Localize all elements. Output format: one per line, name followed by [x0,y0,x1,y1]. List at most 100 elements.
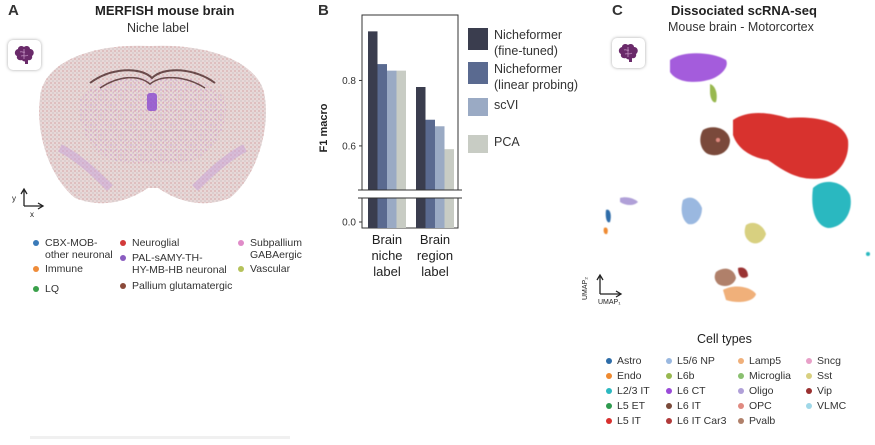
legend-item-pallium: Pallium glutamatergic [120,280,232,292]
legend-swatch [120,240,126,246]
legend-label: Pallium glutamatergic [132,280,233,292]
axis-break-gap [358,190,462,198]
category-label: Brain [420,232,450,247]
cell-type-swatch [806,358,812,364]
cluster-l56-np [681,197,702,225]
cell-type-swatch [738,418,744,424]
legend-item-immune: Immune [33,263,83,275]
cell-type-label: Microglia [749,370,792,382]
panel-c-letter: C [612,2,623,19]
cell-type-label: Sncg [817,355,841,367]
cell-type-swatch [738,358,744,364]
cell-type-l6-ct: L6 CT [666,385,706,397]
cell-type-swatch [666,388,672,394]
cell-type-pvalb: Pvalb [738,415,775,427]
cell-type-l6b: L6b [666,370,695,382]
cell-type-label: Sst [817,370,833,382]
panel-a-title: MERFISH mouse brain [95,3,235,18]
legend-label-1: Nicheformer [494,62,562,76]
legend-swatch [120,283,126,289]
category-label: label [421,264,449,279]
cell-type-swatch [666,358,672,364]
cell-type-label: L5 ET [617,400,646,412]
cell-type-label: Oligo [749,385,774,397]
legend-label-3: PCA [494,135,520,149]
bar-1-2 [435,126,445,228]
panel-c-subtitle: Mouse brain - Motorcortex [668,20,814,34]
cell-type-swatch [806,403,812,409]
cell-type-vip: Vip [806,385,832,397]
cell-type-oligo: Oligo [738,385,774,397]
legend-item-neuroglial: Neuroglial [120,237,179,249]
cell-type-l5-it: L5 IT [606,415,641,427]
cell-type-lamp5: Lamp5 [738,355,781,367]
axis-y-label: y [12,194,16,203]
legend-swatch-0 [468,28,488,50]
cell-type-label: L6 CT [677,385,706,397]
legend-item-cbx-mob: CBX-MOB- other neuronal [33,237,113,261]
cell-type-l2-3-it: L2/3 IT [606,385,650,397]
cell-type-swatch [666,403,672,409]
legend-swatch [238,266,244,272]
cell-type-swatch [806,388,812,394]
cell-type-l5-et: L5 ET [606,400,645,412]
bar-1-0 [416,87,426,228]
bar-1-1 [425,119,435,228]
cell-type-vlmc: VLMC [806,400,846,412]
legend-item-subpallium: Subpallium GABAergic [238,237,302,261]
category-label: label [373,264,401,279]
cell-type-swatch [738,373,744,379]
bar-0-2 [387,70,397,229]
brain-icon [8,40,41,70]
cell-type-swatch [606,418,612,424]
panel-b-letter: B [318,2,329,19]
cell-type-label: VLMC [817,400,847,412]
bar-0-3 [396,70,406,229]
cell-type-swatch [606,388,612,394]
umap-axis-indicator [596,273,623,298]
cell-type-swatch [606,373,612,379]
cluster-endo [603,227,608,235]
cell-type-swatch [806,373,812,379]
bar-1-3 [444,149,454,228]
cluster-l6-it [700,127,730,156]
legend-label: Vascular [250,263,291,275]
legend-label-0: Nicheformer [494,28,562,42]
legend-label: Immune [45,263,83,275]
cell-type-opc: OPC [738,400,772,412]
legend-item-lq: LQ [33,283,59,295]
umap-scatter [603,53,870,302]
cluster-l6-ct [670,53,727,82]
cluster-sst [744,222,766,244]
y-tick-label: 0.6 [342,141,356,152]
category-label: Brain [372,232,402,247]
cell-type-label: L2/3 IT [617,385,650,397]
y-tick-label: 0.8 [342,76,356,87]
cell-type-label: OPC [749,400,772,412]
f1-bar-chart: 0.60.80.0F1 macroBrainnichelabelBrainreg… [318,14,578,279]
cell-type-swatch [738,403,744,409]
legend-swatch [33,266,39,272]
y-axis-label: F1 macro [318,103,330,152]
legend-swatch [120,255,126,261]
cell-type-label: Astro [617,355,642,367]
y-tick-label: 0.0 [342,218,356,229]
cell-type-sncg: Sncg [806,355,841,367]
cell-type-label: Lamp5 [749,355,782,367]
cell-types-title: Cell types [697,332,752,346]
cell-type-swatch [666,373,672,379]
cell-type-label: L6 IT Car3 [677,415,727,427]
cell-type-microglia: Microglia [738,370,791,382]
cell-type-label: L5 IT [617,415,641,427]
cluster-l6b [710,84,717,103]
cluster-oligo [620,197,638,205]
legend-swatch [33,286,39,292]
panel-a-bottom-rule [30,436,290,439]
plot-frame [361,14,459,229]
cell-type-label: Endo [617,370,642,382]
legend-swatch-3 [468,135,488,153]
panel-c-title: Dissociated scRNA-seq [671,3,817,18]
umap-y-label: UMAP₂ [582,277,589,300]
legend-label: CBX-MOB- other neuronal [45,237,113,261]
cluster-vlmc [866,252,870,256]
